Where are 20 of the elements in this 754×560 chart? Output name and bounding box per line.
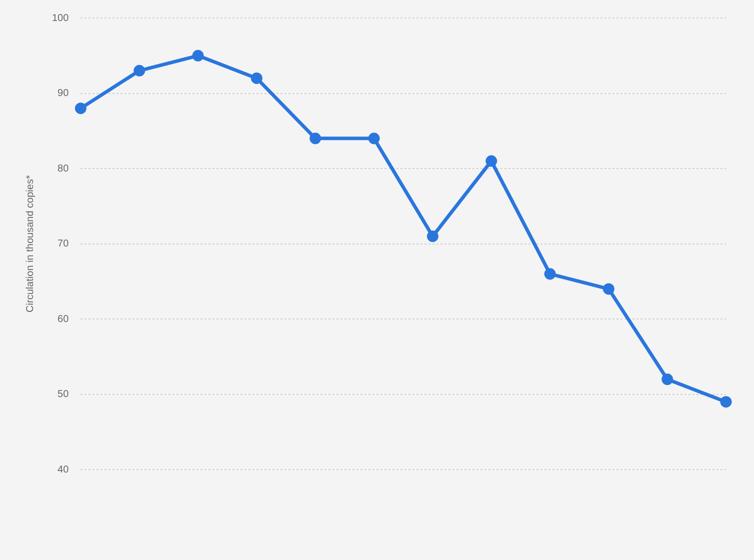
y-tick-label: 80 — [58, 163, 70, 174]
y-tick-label: 50 — [58, 389, 70, 400]
point — [662, 374, 674, 386]
y-tick-label: 40 — [58, 464, 70, 476]
point — [310, 132, 322, 144]
y-tick-label: 100 — [52, 12, 70, 24]
point — [192, 50, 204, 62]
point — [486, 155, 498, 167]
point — [250, 72, 262, 84]
point — [134, 64, 146, 76]
point — [602, 283, 614, 295]
point — [368, 132, 380, 144]
y-tick-label: 60 — [58, 314, 70, 325]
point — [720, 396, 732, 408]
y-tick-label: 70 — [58, 238, 70, 250]
point — [544, 268, 556, 280]
point — [426, 230, 438, 242]
y-tick-label: 90 — [58, 88, 70, 100]
y-axis-title: Circulation in thousand copies* — [24, 175, 36, 312]
point — [74, 102, 86, 114]
